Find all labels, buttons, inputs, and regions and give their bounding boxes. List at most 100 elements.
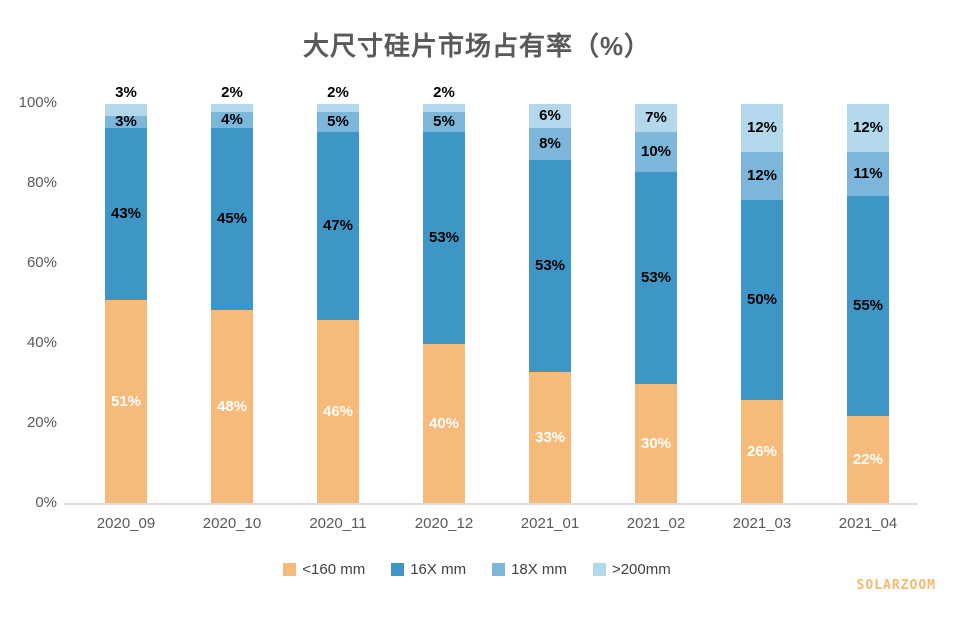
- bar-segment: 46%: [317, 320, 359, 504]
- watermark-solarzoom: SOLARZOOM: [856, 578, 936, 593]
- bar-segment: 48%: [211, 310, 253, 504]
- data-label: 50%: [746, 291, 778, 308]
- y-axis-tick-label: 40%: [26, 334, 57, 351]
- bar-segment: [317, 104, 359, 112]
- bar-segment: 10%: [635, 132, 677, 172]
- data-label: 11%: [853, 165, 883, 182]
- bar-segment: 26%: [741, 400, 783, 504]
- bar-segment: 12%: [741, 152, 783, 200]
- data-label: 30%: [640, 435, 672, 452]
- bar-segment: 3%: [105, 113, 147, 130]
- bar-segment: 53%: [529, 160, 571, 372]
- y-axis-tick-label: 100%: [18, 94, 57, 111]
- legend-label: >200mm: [611, 561, 671, 578]
- bar-segment: 11%: [847, 152, 889, 196]
- data-label: 7%: [645, 109, 667, 126]
- data-label: 33%: [534, 429, 566, 446]
- bar-segment: 45%: [211, 128, 253, 311]
- bar-segment: 4%: [211, 111, 253, 129]
- data-label: 3%: [115, 84, 137, 101]
- stacked-bar: 7% 10% 53% 30%: [635, 104, 677, 504]
- bar-segment: 47%: [317, 132, 359, 320]
- stacked-bar: 2% 5% 53% 40%: [423, 84, 465, 504]
- bar-segment: 5%: [423, 112, 465, 132]
- bar-segment: 55%: [847, 196, 889, 416]
- data-label: 2%: [433, 84, 455, 101]
- data-label: 46%: [322, 403, 354, 420]
- y-axis-tick-label: 20%: [26, 414, 57, 431]
- bar-group: 6% 8% 53% 33%: [497, 104, 603, 504]
- chart-title: 大尺寸硅片市场占有率（%）: [302, 31, 652, 61]
- bar-segment: 5%: [317, 112, 359, 132]
- data-label: 5%: [327, 113, 349, 130]
- data-label: 10%: [640, 143, 672, 160]
- x-axis-line: [64, 503, 918, 505]
- bar-segment: [211, 104, 253, 113]
- plot-area: 3% 3% 43% 51% 2% 4% 45% 48% 2% 5% 47% 46% 2% 5% 53% 40%…: [73, 84, 921, 504]
- data-label: 53%: [534, 257, 566, 274]
- data-label: 4%: [221, 111, 243, 129]
- data-label: 12%: [746, 119, 778, 136]
- bar-segment: 51%: [105, 300, 147, 504]
- stacked-bar: 12% 11% 55% 22%: [847, 104, 889, 504]
- bar-segment: 33%: [529, 372, 571, 504]
- data-label: 45%: [216, 210, 248, 228]
- data-label: 40%: [428, 415, 460, 432]
- data-label: 12%: [852, 119, 884, 136]
- bar-segment: 53%: [635, 172, 677, 384]
- x-axis-labels: 2020_09 2020_10 2020_11 2020_12 2021_01 2021_…: [73, 515, 921, 532]
- bar-group: 2% 5% 53% 40%: [391, 84, 497, 504]
- data-label: 53%: [428, 229, 460, 246]
- data-label: 5%: [433, 113, 455, 130]
- bar-group: 12% 12% 50% 26%: [709, 104, 815, 504]
- legend-label: <160 mm: [302, 561, 366, 578]
- x-axis-category-label: 2020_09: [96, 515, 156, 532]
- bar-segment: 43%: [105, 128, 147, 300]
- bar-group: 12% 11% 55% 22%: [815, 104, 921, 504]
- bar-group: 7% 10% 53% 30%: [603, 104, 709, 504]
- bar-segment: 50%: [741, 200, 783, 400]
- y-axis-tick-label: 0%: [35, 494, 57, 511]
- legend-item: >200mm: [592, 561, 671, 578]
- stacked-bar: 3% 3% 43% 51%: [105, 84, 147, 504]
- legend-swatch-icon: [391, 563, 405, 576]
- data-label: 48%: [216, 398, 248, 416]
- x-axis-category-label: 2020_11: [309, 515, 367, 532]
- legend-item: 18X mm: [492, 561, 567, 578]
- bar-segment: 7%: [635, 104, 677, 132]
- bar-group: 2% 5% 47% 46%: [285, 84, 391, 504]
- stacked-bar: 2% 4% 45% 48%: [211, 84, 253, 504]
- bar-segment: [105, 104, 147, 116]
- data-label: 47%: [322, 217, 354, 234]
- stacked-bar: 12% 12% 50% 26%: [741, 104, 783, 504]
- x-axis-category-label: 2021_02: [626, 515, 686, 532]
- x-axis-category-label: 2020_10: [202, 515, 262, 532]
- bar-segment: 8%: [529, 128, 571, 160]
- data-label: 3%: [115, 113, 137, 130]
- x-axis-category-label: 2021_03: [732, 515, 792, 532]
- stacked-bar: 2% 5% 47% 46%: [317, 84, 359, 504]
- bar-segment: 40%: [423, 344, 465, 504]
- data-label: 2%: [221, 84, 243, 101]
- data-label: 12%: [746, 167, 778, 184]
- legend-label: 16X mm: [410, 561, 467, 578]
- bar-segment: [423, 104, 465, 112]
- legend-swatch-icon: [492, 563, 506, 576]
- legend-item: 16X mm: [391, 561, 466, 578]
- data-label: 26%: [746, 443, 778, 460]
- y-axis-tick-label: 80%: [26, 174, 57, 191]
- x-axis-category-label: 2020_12: [414, 515, 474, 532]
- data-label: 53%: [640, 269, 672, 286]
- bar-segment: 6%: [529, 104, 571, 128]
- bar-segment: 12%: [741, 104, 783, 152]
- legend-swatch-icon: [592, 563, 606, 576]
- data-label: 8%: [539, 135, 561, 152]
- bar-segment: 53%: [423, 132, 465, 344]
- data-label: 6%: [539, 107, 561, 124]
- bar-segment: 22%: [847, 416, 889, 504]
- data-label: 51%: [110, 393, 142, 410]
- bar-group: 3% 3% 43% 51%: [73, 84, 179, 504]
- legend-swatch-icon: [283, 563, 297, 576]
- bar-segment: 30%: [635, 384, 677, 504]
- data-label: 55%: [852, 297, 884, 314]
